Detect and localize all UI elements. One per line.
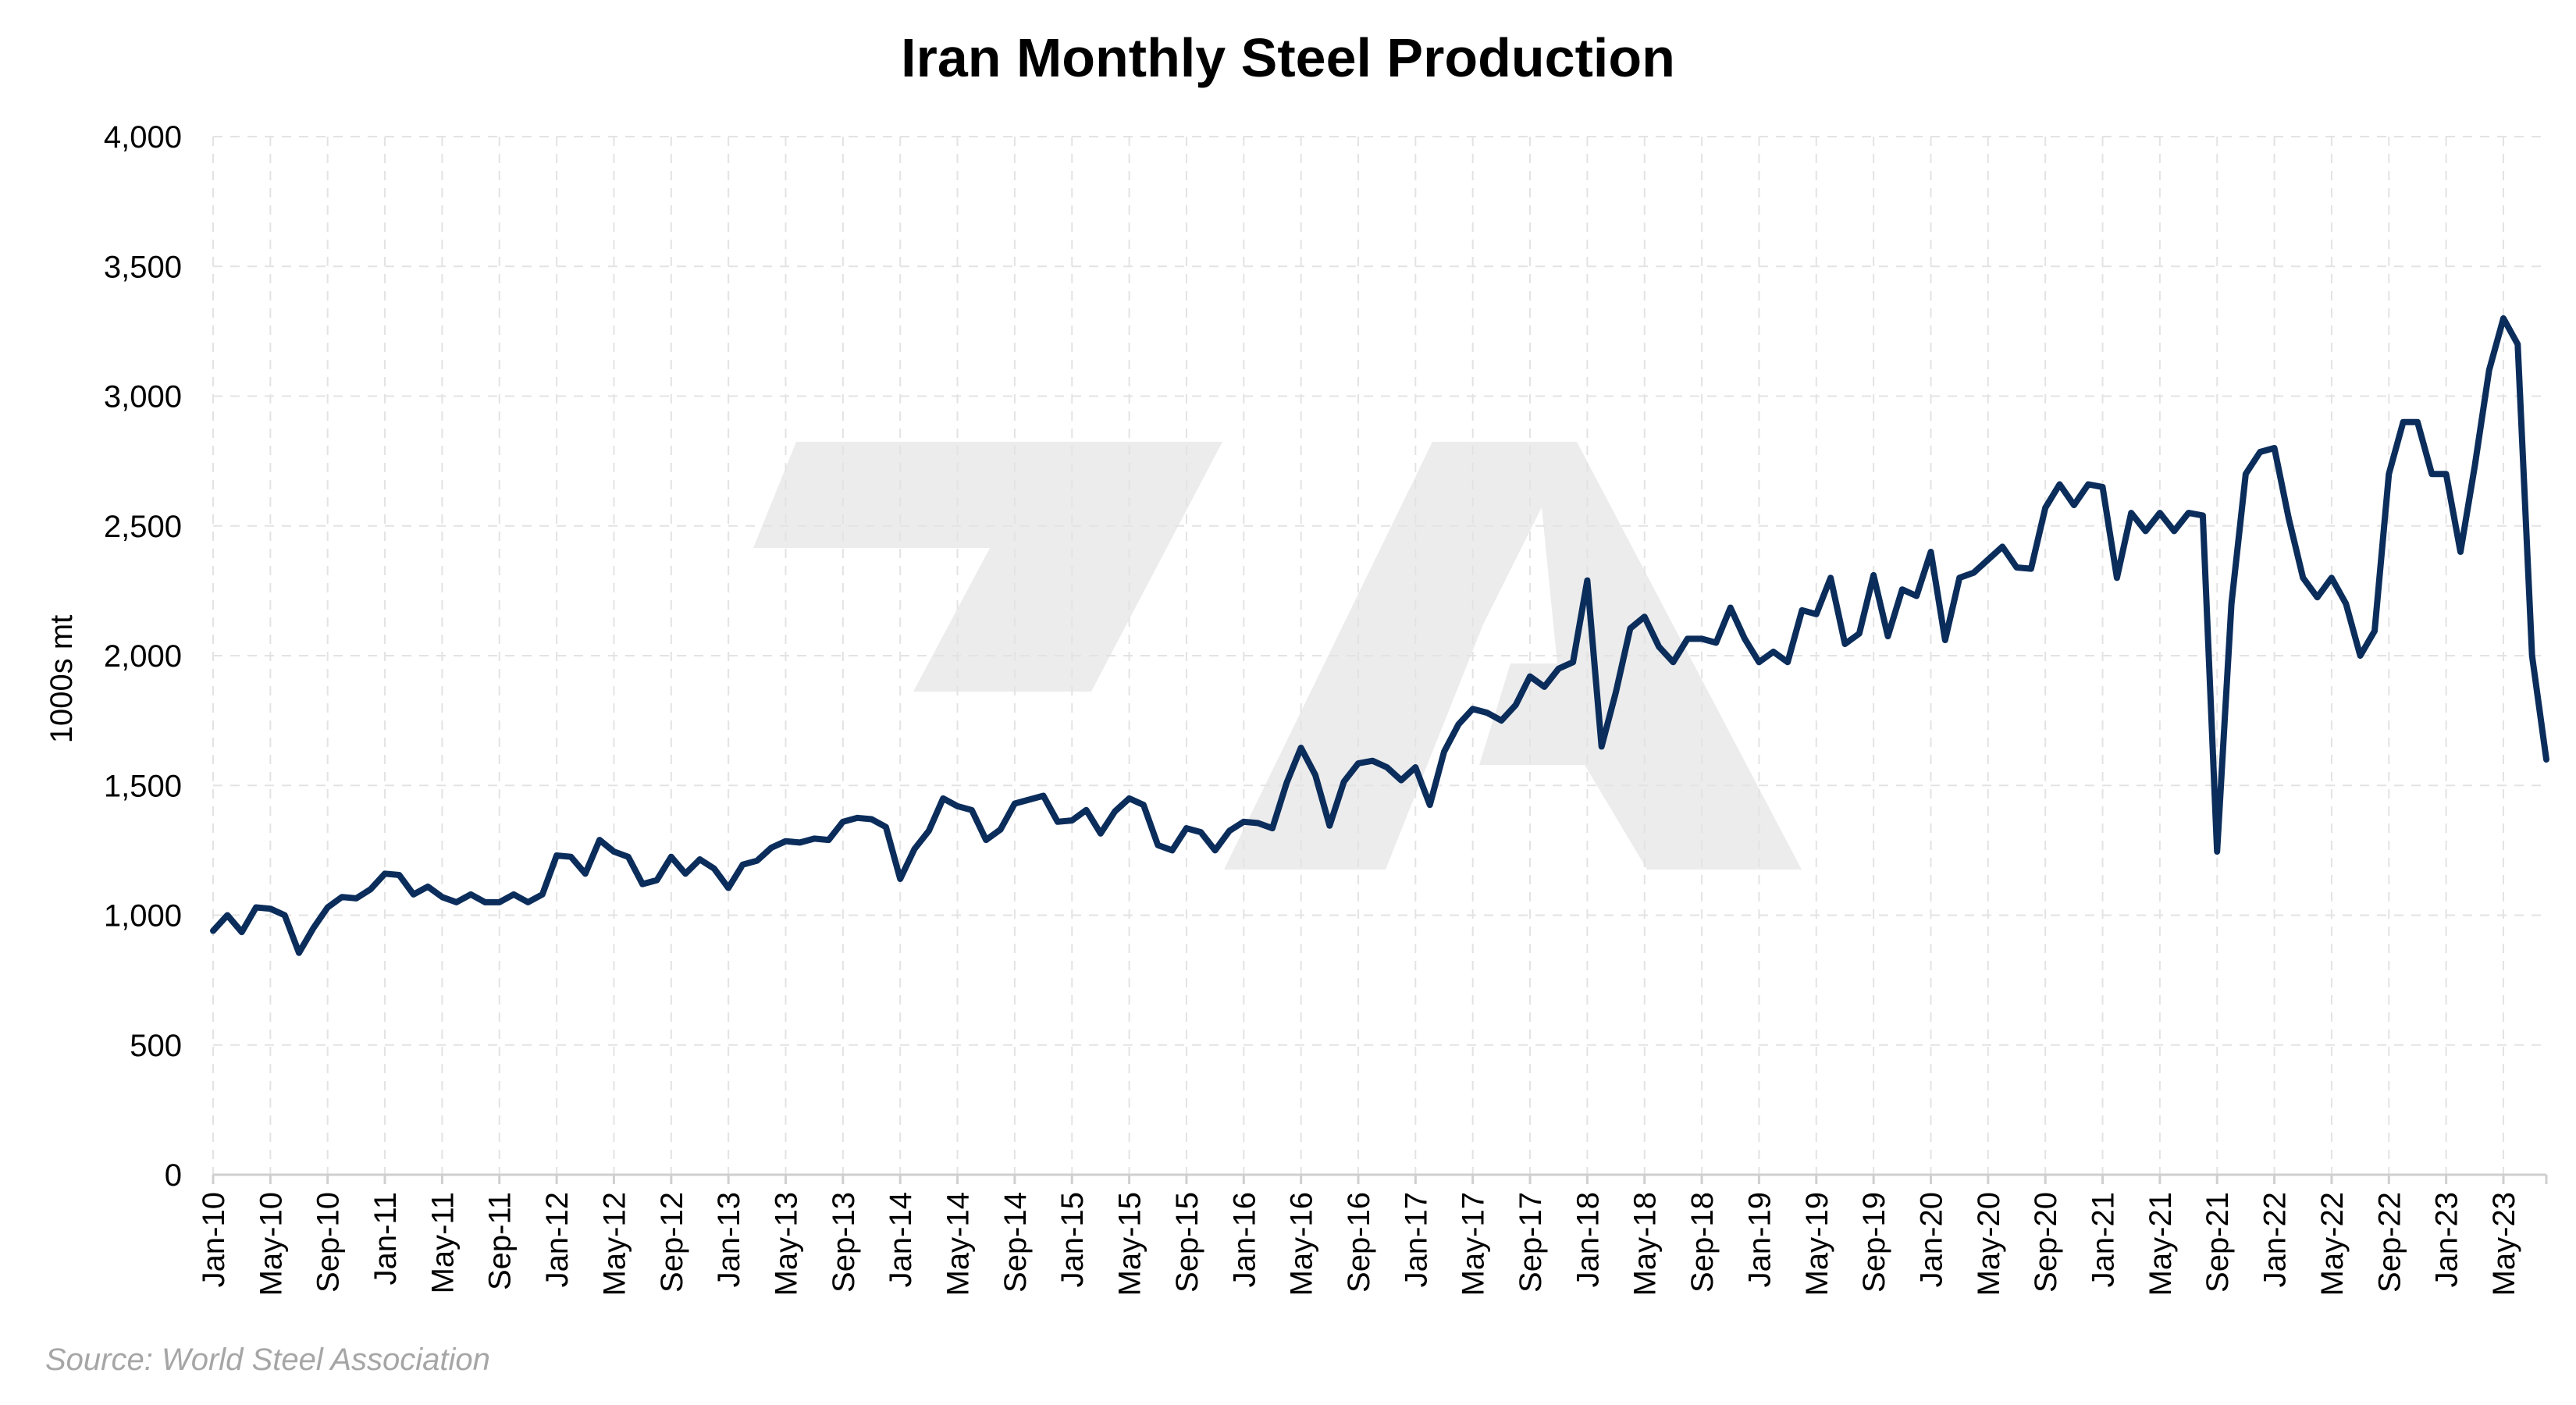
- chart-title: Iran Monthly Steel Production: [901, 27, 1675, 88]
- x-tick-label: Sep-22: [2372, 1192, 2407, 1293]
- x-tick-label: May-16: [1285, 1192, 1319, 1296]
- x-tick-label: May-19: [1800, 1192, 1834, 1296]
- x-tick-label: May-13: [769, 1192, 803, 1296]
- x-tick-label: Sep-17: [1514, 1192, 1548, 1293]
- x-tick-label: May-20: [1972, 1192, 2006, 1296]
- x-tick-label: Jan-23: [2430, 1192, 2464, 1287]
- x-tick-label: May-14: [941, 1192, 976, 1296]
- x-tick-label: Sep-19: [1857, 1192, 1891, 1293]
- x-tick-label: May-23: [2487, 1192, 2521, 1296]
- y-tick-label: 0: [165, 1158, 182, 1193]
- x-tick-label: May-21: [2144, 1192, 2178, 1296]
- x-tick-label: May-17: [1457, 1192, 1491, 1296]
- y-tick-label: 2,500: [104, 510, 182, 544]
- x-tick-label: Sep-15: [1170, 1192, 1204, 1293]
- x-tick-label: May-22: [2315, 1192, 2350, 1296]
- x-tick-label: Jan-13: [712, 1192, 746, 1287]
- x-tick-label: Jan-22: [2258, 1192, 2293, 1287]
- x-tick-label: Jan-14: [884, 1192, 918, 1287]
- y-tick-label: 4,000: [104, 120, 182, 155]
- x-tick-label: Jan-21: [2087, 1192, 2121, 1287]
- y-tick-label: 3,000: [104, 380, 182, 414]
- x-tick-label: Sep-11: [483, 1192, 518, 1290]
- x-tick-label: Sep-21: [2201, 1192, 2235, 1293]
- x-tick-label: Jan-11: [368, 1192, 403, 1285]
- x-tick-label: Jan-17: [1399, 1192, 1433, 1287]
- x-tick-label: May-18: [1628, 1192, 1663, 1296]
- grid: [212, 136, 2546, 1175]
- x-tick-label: May-10: [254, 1192, 288, 1296]
- y-axis-tick-labels: 0 500 1,000 1,500 2,000 2,500 3,000 3,500 4,000: [104, 120, 182, 1193]
- x-tick-label: May-12: [597, 1192, 632, 1296]
- x-tick-label: Sep-16: [1342, 1192, 1376, 1293]
- source-note: Source: World Steel Association: [45, 1343, 490, 1377]
- y-tick-label: 2,000: [104, 639, 182, 674]
- y-axis-label: 1000s mt: [44, 615, 79, 744]
- x-tick-label: Sep-10: [311, 1192, 346, 1293]
- x-tick-label: Sep-18: [1685, 1192, 1720, 1293]
- x-tick-label: Jan-18: [1571, 1192, 1605, 1287]
- x-tick-label: Sep-20: [2029, 1192, 2063, 1293]
- axes: [212, 1173, 2548, 1184]
- x-tick-label: Jan-10: [197, 1192, 231, 1287]
- x-tick-label: Jan-12: [540, 1192, 575, 1287]
- y-tick-label: 500: [130, 1029, 182, 1063]
- x-axis-tick-labels: Jan-10 May-10 Sep-10 Jan-11 May-11 Sep-11 Jan-…: [197, 1192, 2521, 1296]
- x-tick-label: Jan-15: [1055, 1192, 1090, 1287]
- series-line-steel-production: [210, 315, 2549, 956]
- y-tick-label: 1,000: [104, 899, 182, 934]
- x-tick-label: Jan-16: [1227, 1192, 1261, 1287]
- x-tick-label: Jan-19: [1742, 1192, 1777, 1287]
- y-tick-label: 3,500: [104, 250, 182, 284]
- x-tick-label: May-11: [425, 1192, 460, 1293]
- x-tick-label: Jan-20: [1914, 1192, 1948, 1287]
- series-layer: [210, 315, 2549, 956]
- x-tick-label: Sep-14: [998, 1192, 1033, 1293]
- x-tick-label: Sep-13: [827, 1192, 861, 1293]
- x-tick-label: Sep-12: [655, 1192, 689, 1293]
- x-tick-label: May-15: [1113, 1192, 1147, 1296]
- y-tick-label: 1,500: [104, 769, 182, 803]
